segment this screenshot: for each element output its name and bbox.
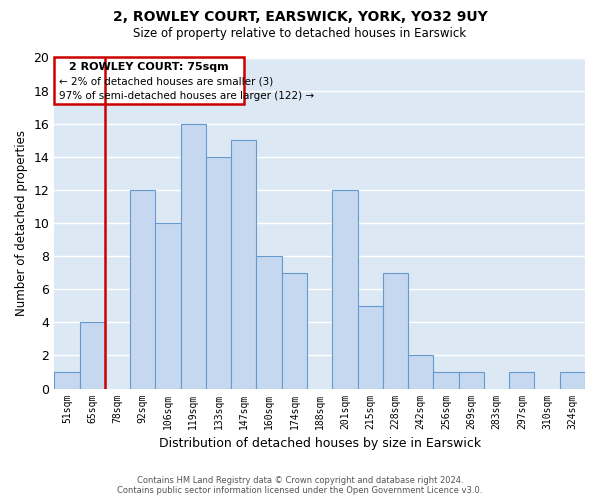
Text: Contains HM Land Registry data © Crown copyright and database right 2024.
Contai: Contains HM Land Registry data © Crown c…: [118, 476, 482, 495]
Text: ← 2% of detached houses are smaller (3): ← 2% of detached houses are smaller (3): [59, 76, 274, 86]
Bar: [130, 190, 155, 388]
Bar: [560, 372, 585, 388]
Bar: [332, 190, 358, 388]
Text: 2, ROWLEY COURT, EARSWICK, YORK, YO32 9UY: 2, ROWLEY COURT, EARSWICK, YORK, YO32 9U…: [113, 10, 487, 24]
Text: 2 ROWLEY COURT: 75sqm: 2 ROWLEY COURT: 75sqm: [69, 62, 229, 72]
Bar: [80, 322, 105, 388]
Bar: [358, 306, 383, 388]
Bar: [282, 272, 307, 388]
Bar: [408, 356, 433, 388]
Text: Size of property relative to detached houses in Earswick: Size of property relative to detached ho…: [133, 28, 467, 40]
Text: 97% of semi-detached houses are larger (122) →: 97% of semi-detached houses are larger (…: [59, 90, 314, 101]
Bar: [433, 372, 458, 388]
Bar: [54, 372, 80, 388]
Bar: [206, 157, 231, 388]
Bar: [54, 58, 244, 104]
Bar: [256, 256, 282, 388]
Bar: [181, 124, 206, 388]
Y-axis label: Number of detached properties: Number of detached properties: [15, 130, 28, 316]
Bar: [231, 140, 256, 388]
Bar: [155, 223, 181, 388]
Bar: [458, 372, 484, 388]
X-axis label: Distribution of detached houses by size in Earswick: Distribution of detached houses by size …: [158, 437, 481, 450]
Bar: [383, 272, 408, 388]
Bar: [509, 372, 535, 388]
